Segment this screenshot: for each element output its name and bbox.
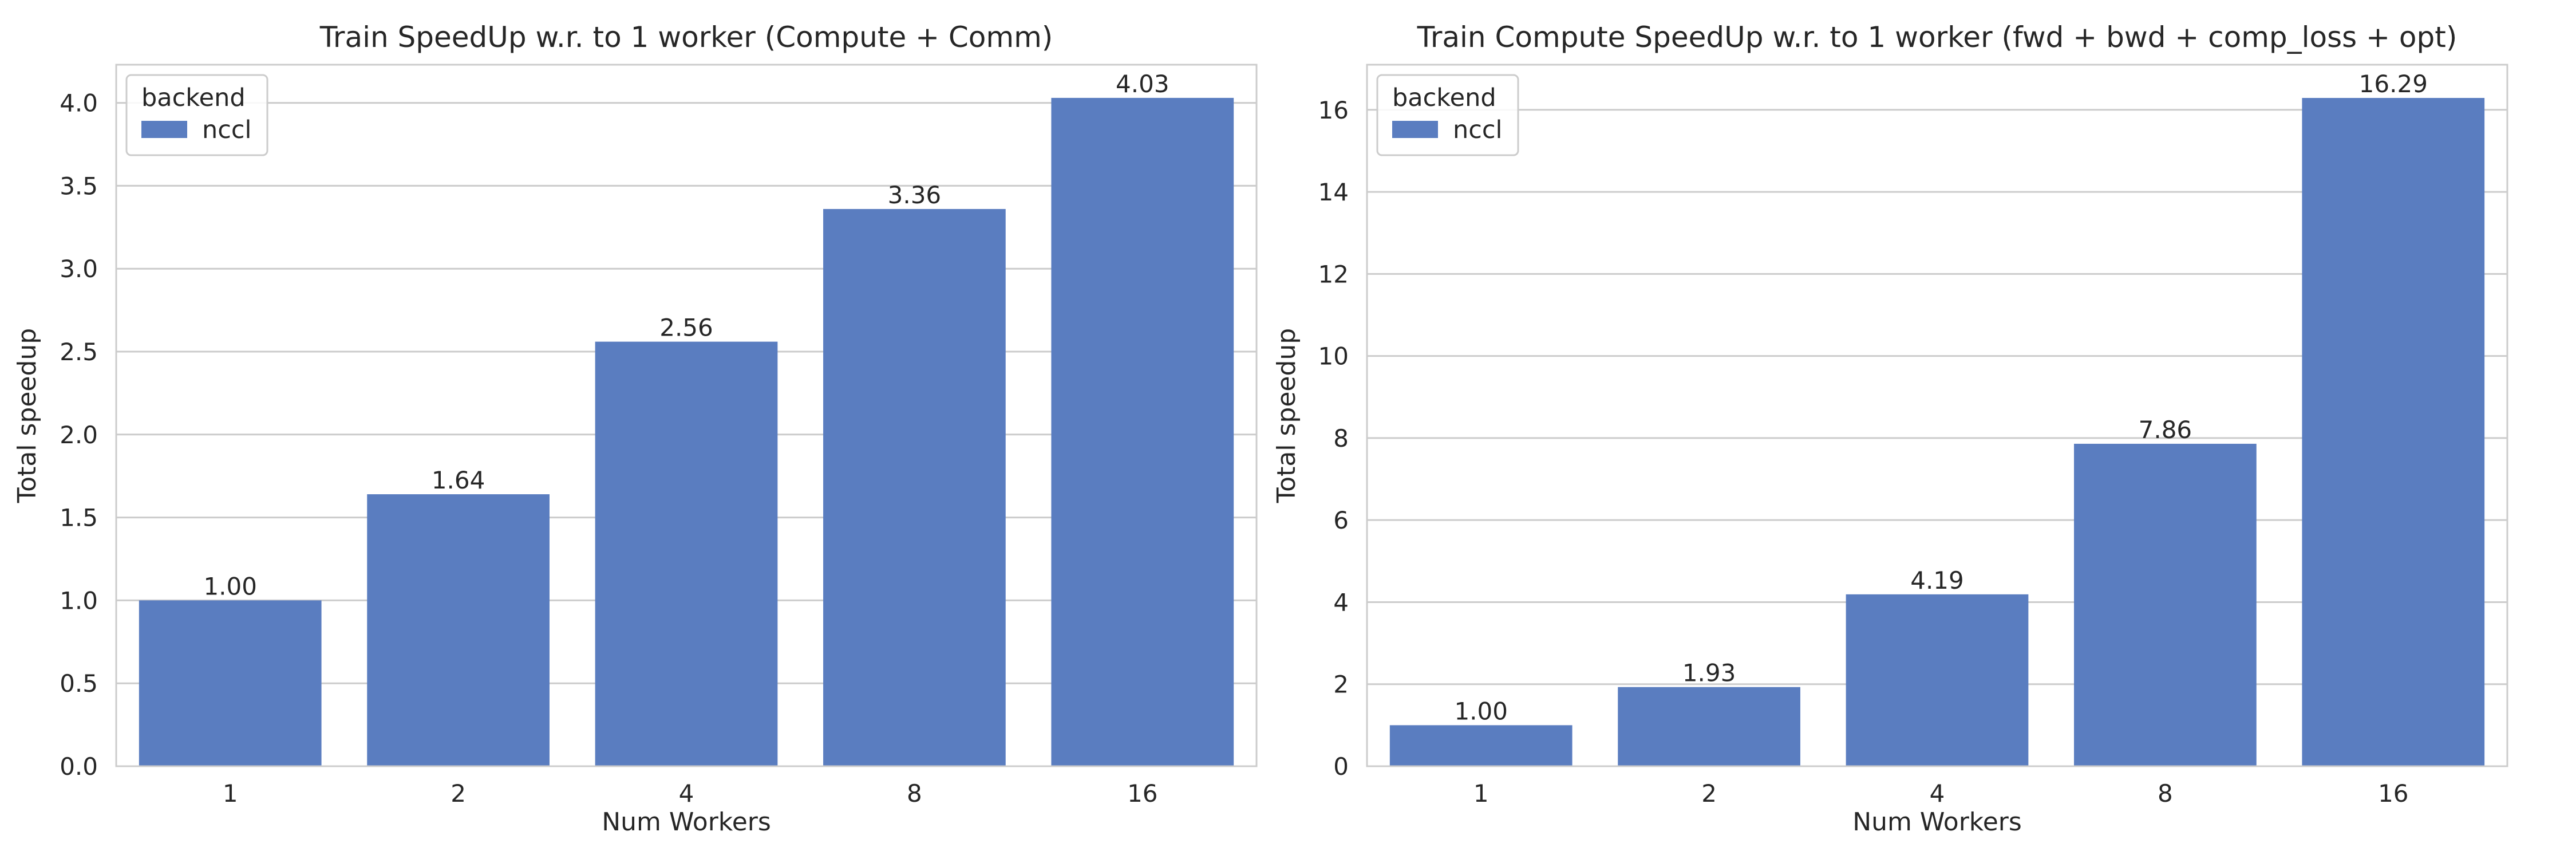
bar-8: [823, 208, 1006, 767]
y-tick-label: 2.0: [60, 421, 98, 449]
chart-title: Train SpeedUp w.r. to 1 worker (Compute …: [319, 21, 1053, 54]
legend-swatch-nccl: [1392, 121, 1438, 138]
axes-frame: [1366, 64, 2508, 767]
chart-panel-1: 0.0 0.5 1.0 1.5 2.0 2.5 3.0 3.5 4.0 1 1.00 2 1.64 4 2.…: [13, 21, 1258, 837]
axes-frame: [115, 64, 1258, 767]
data-label: 1.00: [203, 572, 257, 600]
y-tick-label: 12: [1318, 260, 1349, 288]
bar-2: [367, 494, 550, 766]
y-tick-label: 4: [1333, 588, 1349, 616]
y-tick-label: 0.5: [60, 669, 98, 698]
x-tick-label: 8: [2158, 779, 2173, 807]
y-tick-label: 8: [1333, 424, 1349, 452]
chart-panel-2: 0 2 4 6 8 10 12 14 16 1 1.00 2 1.93 4 4.19 8 7.86 16 16.29…: [1272, 21, 2508, 837]
y-tick-label: 1.0: [60, 586, 98, 614]
x-axis-label: Num Workers: [602, 807, 771, 837]
bar-2: [1618, 687, 1800, 766]
y-tick-label: 14: [1318, 178, 1349, 206]
data-label: 2.56: [659, 314, 713, 342]
y-tick-label: 1.5: [60, 504, 98, 532]
data-label: 3.36: [888, 181, 942, 209]
bar-4: [1846, 594, 2029, 766]
data-label: 16.29: [2359, 70, 2428, 98]
bar-1: [1389, 725, 1573, 766]
bar-8: [2074, 443, 2257, 766]
x-tick-label: 2: [1701, 779, 1717, 807]
legend-title: backend: [141, 84, 246, 112]
x-tick-label: 2: [451, 779, 466, 807]
y-axis-label: Total speedup: [1272, 328, 1301, 504]
y-tick-label: 16: [1318, 96, 1349, 124]
y-tick-label: 3.5: [60, 172, 98, 200]
x-tick-label: 16: [2378, 779, 2408, 807]
legend-entry-nccl: nccl: [1453, 116, 1502, 144]
y-axis-label: Total speedup: [13, 328, 42, 504]
legend-entry-nccl: nccl: [202, 116, 251, 144]
legend-swatch-nccl: [141, 121, 187, 138]
x-tick-label: 4: [1930, 779, 1945, 807]
bar-16: [1051, 97, 1234, 766]
legend-title: backend: [1392, 84, 1496, 112]
bar-4: [595, 341, 778, 766]
y-tick-label: 4.0: [60, 89, 98, 117]
y-tick-label: 0.0: [60, 752, 98, 781]
data-label: 4.03: [1116, 70, 1170, 98]
x-axis-label: Num Workers: [1852, 807, 2022, 837]
bar-1: [139, 600, 322, 766]
x-tick-label: 4: [679, 779, 694, 807]
data-label: 4.19: [1910, 566, 1964, 594]
x-tick-label: 8: [907, 779, 922, 807]
y-tick-label: 10: [1318, 342, 1349, 371]
x-tick-label: 1: [1473, 779, 1489, 807]
data-label: 1.93: [1682, 659, 1736, 687]
y-tick-label: 3.0: [60, 255, 98, 283]
y-tick-label: 0: [1333, 752, 1349, 781]
data-label: 1.00: [1454, 697, 1508, 725]
x-tick-label: 1: [223, 779, 238, 807]
bar-16: [2302, 98, 2485, 766]
y-tick-label: 6: [1333, 506, 1349, 534]
data-label: 7.86: [2139, 416, 2192, 444]
chart-title: Train Compute SpeedUp w.r. to 1 worker (…: [1417, 21, 2458, 54]
data-label: 1.64: [432, 466, 485, 494]
y-tick-label: 2.5: [60, 338, 98, 366]
y-tick-label: 2: [1333, 671, 1349, 699]
x-tick-label: 16: [1127, 779, 1157, 807]
